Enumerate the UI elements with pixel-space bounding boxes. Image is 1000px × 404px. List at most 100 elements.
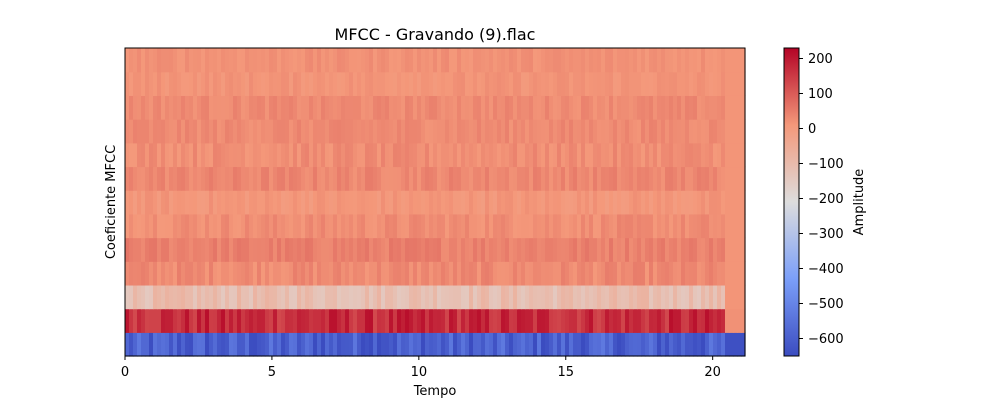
heatmap-cell (601, 332, 606, 357)
heatmap-cell (633, 308, 638, 333)
heatmap-cell (581, 213, 586, 239)
heatmap-cell (685, 142, 690, 168)
heatmap-cell (357, 332, 362, 357)
heatmap-cell (681, 261, 686, 286)
heatmap-cell (641, 332, 646, 357)
heatmap-cell (269, 284, 274, 310)
heatmap-cell (129, 71, 134, 96)
heatmap-cell (717, 166, 722, 191)
heatmap-cell (537, 190, 542, 215)
heatmap-cell (229, 237, 234, 262)
heatmap-cell (145, 142, 150, 168)
heatmap-cell (741, 308, 746, 333)
heatmap-cell (721, 261, 726, 286)
heatmap-cell (437, 284, 442, 310)
heatmap-cell (557, 284, 562, 310)
heatmap-cell (285, 48, 290, 73)
heatmap-cell (553, 237, 558, 262)
heatmap-cell (221, 284, 226, 310)
heatmap-cell (365, 142, 370, 168)
heatmap-cell (333, 308, 338, 333)
heatmap-cell (293, 332, 298, 357)
heatmap-cell (201, 71, 206, 96)
heatmap-cell (605, 119, 610, 144)
heatmap-cell (145, 261, 150, 286)
heatmap-cell (193, 237, 198, 262)
heatmap-cell (281, 142, 286, 168)
heatmap-cell (497, 119, 502, 144)
heatmap-cell (645, 308, 650, 333)
heatmap-cell (425, 213, 430, 239)
heatmap-cell (581, 119, 586, 144)
heatmap-cell (445, 190, 450, 215)
heatmap-cell (649, 119, 654, 144)
heatmap-cell (149, 142, 154, 168)
heatmap-cell (393, 142, 398, 168)
heatmap-cell (453, 119, 458, 144)
heatmap-cell (129, 237, 134, 262)
heatmap-cell (369, 48, 374, 73)
heatmap-cell (417, 95, 422, 120)
heatmap-cell (325, 213, 330, 239)
heatmap-cell (425, 332, 430, 357)
heatmap-cell (181, 332, 186, 357)
heatmap-cell (461, 332, 466, 357)
heatmap-cell (181, 237, 186, 262)
heatmap-cell (217, 308, 222, 333)
heatmap-cell (237, 190, 242, 215)
heatmap-cell (601, 213, 606, 239)
heatmap-cell (245, 213, 250, 239)
heatmap-cell (309, 71, 314, 96)
heatmap-cell (365, 332, 370, 357)
heatmap-cell (721, 284, 726, 310)
heatmap-cell (705, 261, 710, 286)
heatmap-cell (485, 166, 490, 191)
heatmap-cell (705, 71, 710, 96)
heatmap-cell (333, 284, 338, 310)
heatmap-cell (489, 261, 494, 286)
heatmap-cell (517, 237, 522, 262)
heatmap-cell (549, 261, 554, 286)
heatmap-cell (185, 71, 190, 96)
heatmap-cell (533, 48, 538, 73)
heatmap-cell (577, 308, 582, 333)
heatmap-cell (505, 166, 510, 191)
heatmap-cell (533, 284, 538, 310)
heatmap-cell (401, 261, 406, 286)
heatmap-cell (617, 284, 622, 310)
heatmap-cell (733, 142, 738, 168)
heatmap-cell (349, 237, 354, 262)
heatmap-cell (609, 237, 614, 262)
heatmap-cell (593, 71, 598, 96)
heatmap-cell (517, 119, 522, 144)
heatmap-cell (285, 190, 290, 215)
heatmap-cell (317, 95, 322, 120)
heatmap-cell (281, 48, 286, 73)
heatmap-cell (657, 213, 662, 239)
heatmap-cell (713, 213, 718, 239)
colorbar-tick-label: −600 (808, 332, 844, 347)
heatmap-cell (461, 190, 466, 215)
heatmap-cell (257, 237, 262, 262)
heatmap-cell (441, 332, 446, 357)
heatmap-cell (241, 237, 246, 262)
heatmap-cell (493, 95, 498, 120)
heatmap-cell (305, 284, 310, 310)
heatmap-cell (489, 119, 494, 144)
heatmap-cell (473, 166, 478, 191)
heatmap-cell (733, 308, 738, 333)
heatmap-cell (381, 48, 386, 73)
heatmap-cell (237, 213, 242, 239)
heatmap-cell (265, 237, 270, 262)
heatmap-cell (645, 166, 650, 191)
heatmap-cell (281, 119, 286, 144)
heatmap-cell (605, 237, 610, 262)
heatmap-cell (585, 190, 590, 215)
heatmap-cell (237, 308, 242, 333)
heatmap-cell (385, 284, 390, 310)
heatmap-cell (381, 190, 386, 215)
heatmap-cell (225, 119, 230, 144)
heatmap-cell (289, 213, 294, 239)
heatmap-cell (689, 48, 694, 73)
